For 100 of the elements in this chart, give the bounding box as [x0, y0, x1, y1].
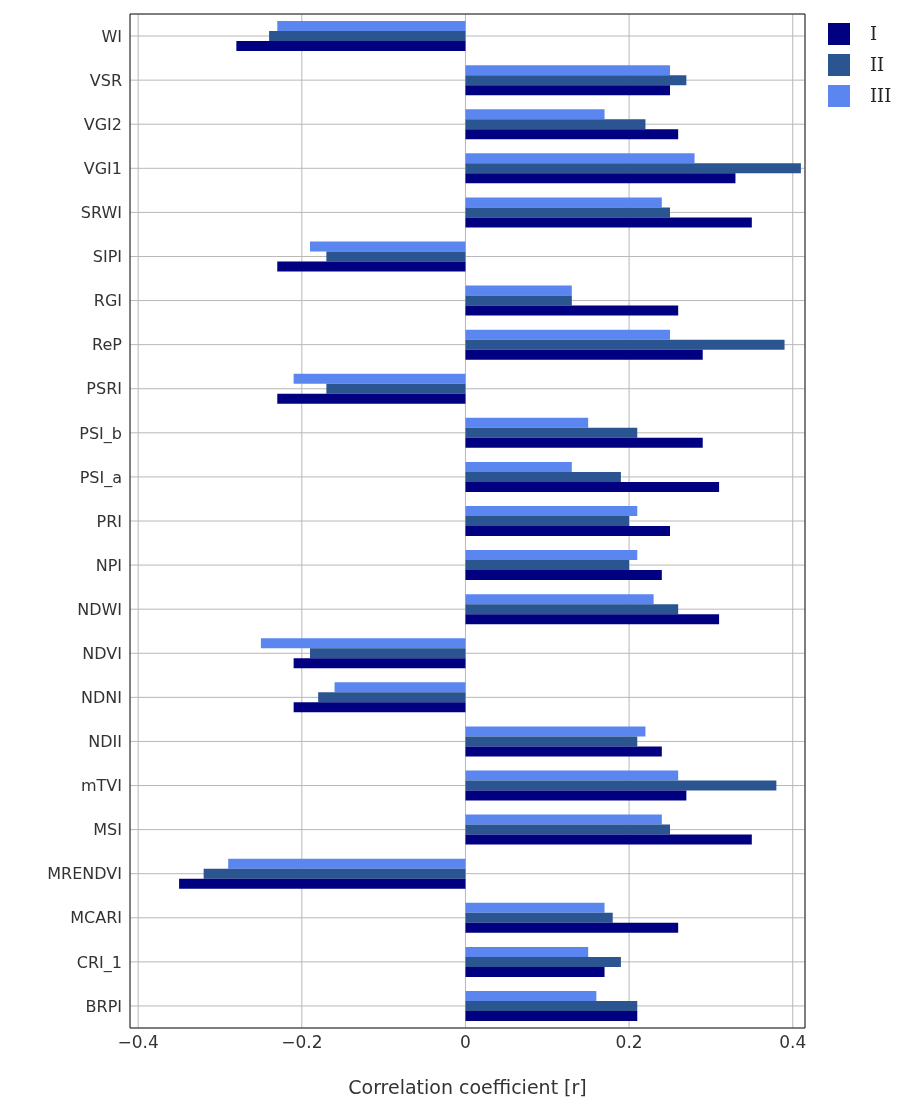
y-tick-label: RGI — [93, 291, 122, 311]
y-tick-label: NDNI — [81, 688, 122, 708]
bar — [318, 692, 466, 703]
bar — [465, 349, 703, 360]
y-tick-label: VGI1 — [83, 158, 122, 178]
y-tick-label: SRWI — [80, 203, 122, 223]
bar — [465, 119, 646, 130]
y-tick-label: MRENDVI — [47, 864, 122, 884]
bar — [465, 153, 695, 164]
bar — [269, 31, 466, 42]
bar — [465, 129, 679, 140]
bar — [277, 21, 466, 32]
bar — [465, 461, 572, 472]
bar — [228, 858, 466, 869]
y-tick-label: NPI — [95, 555, 122, 575]
bar — [465, 1010, 638, 1021]
bar — [179, 878, 466, 889]
x-tick-label: 0.4 — [779, 1032, 807, 1053]
bar — [465, 471, 621, 482]
bar — [465, 726, 646, 737]
legend-label: II — [870, 54, 885, 75]
bar — [465, 75, 687, 86]
y-tick-label: VGI2 — [83, 114, 122, 134]
bar — [465, 594, 654, 605]
y-tick-label: WI — [101, 26, 122, 46]
bar — [465, 946, 589, 957]
bar — [465, 824, 670, 835]
bar — [465, 417, 589, 428]
bar — [465, 329, 670, 340]
bar — [203, 868, 466, 879]
bar — [465, 85, 670, 96]
y-tick-label: MCARI — [70, 908, 122, 928]
bar — [465, 770, 679, 781]
bar — [465, 814, 662, 825]
bar — [260, 638, 466, 649]
bar — [465, 614, 720, 625]
bar — [465, 966, 605, 977]
y-tick-label: NDII — [88, 732, 122, 752]
y-tick-label: PSI_a — [79, 467, 122, 488]
bar — [465, 339, 785, 350]
y-tick-label: NDVI — [82, 643, 122, 663]
bar — [465, 285, 572, 296]
bar — [465, 790, 687, 801]
bar — [277, 393, 466, 404]
bar — [465, 780, 777, 791]
bar — [465, 427, 638, 438]
bar — [465, 163, 801, 174]
x-tick-label: 0 — [460, 1032, 471, 1053]
bar — [465, 902, 605, 913]
y-tick-label: PRI — [96, 511, 122, 531]
bar — [326, 383, 466, 394]
y-tick-label: MSI — [93, 820, 122, 840]
bar — [293, 373, 466, 384]
bar — [465, 560, 630, 571]
y-tick-label: CRI_1 — [76, 952, 122, 973]
bar — [465, 305, 679, 316]
bar — [465, 481, 720, 492]
legend-label: III — [870, 85, 892, 106]
bar — [465, 173, 736, 184]
legend-label: I — [870, 23, 878, 44]
bar — [236, 41, 466, 52]
bar — [465, 526, 670, 537]
bar — [293, 658, 466, 669]
bar — [293, 702, 466, 713]
bar — [465, 516, 630, 527]
bar — [465, 197, 662, 208]
y-tick-label: ReP — [92, 335, 123, 355]
bar — [465, 922, 679, 933]
bar — [465, 1000, 638, 1011]
bar — [310, 648, 466, 659]
bar — [465, 109, 605, 120]
y-tick-label: NDWI — [77, 599, 122, 619]
bar — [465, 834, 752, 845]
y-tick-label: PSRI — [86, 379, 122, 399]
bar — [465, 65, 670, 76]
x-tick-label: 0.2 — [615, 1032, 643, 1053]
bar — [465, 746, 662, 757]
bar — [465, 570, 662, 581]
bar — [277, 261, 466, 272]
bar — [465, 295, 572, 306]
bar — [334, 682, 466, 693]
bar — [465, 207, 670, 218]
bar — [465, 990, 597, 1001]
x-tick-label: −0.4 — [117, 1032, 159, 1053]
bar — [465, 506, 638, 517]
bar — [465, 437, 703, 448]
bar — [465, 736, 638, 747]
x-tick-label: −0.2 — [281, 1032, 323, 1053]
y-tick-label: mTVI — [80, 776, 122, 796]
y-tick-label: BRPI — [85, 996, 122, 1016]
y-tick-label: VSR — [89, 70, 122, 90]
bar — [465, 912, 613, 923]
bar — [310, 241, 466, 252]
bar — [465, 217, 752, 228]
bar — [465, 604, 679, 615]
bar — [465, 956, 621, 967]
bar — [326, 251, 466, 262]
x-axis-title: Correlation coefficient [r] — [348, 1076, 587, 1098]
y-tick-label: SIPI — [92, 247, 122, 267]
bar — [465, 550, 638, 561]
